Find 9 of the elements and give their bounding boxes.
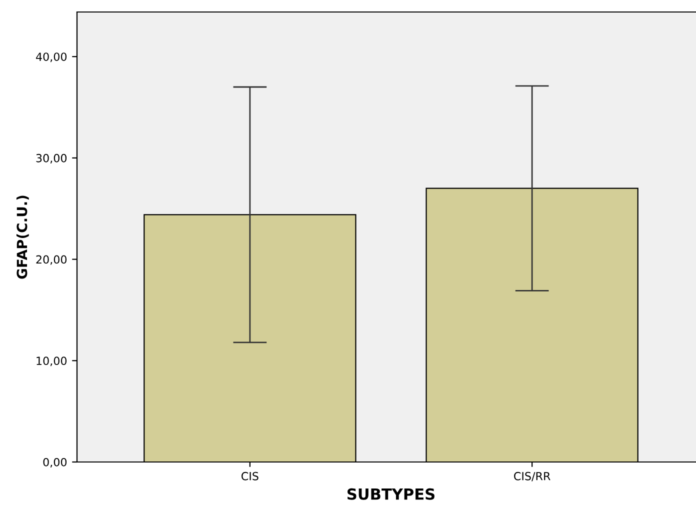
- x-tick-label: CIS/RR: [514, 472, 550, 482]
- y-tick-label: 10,00: [36, 356, 67, 366]
- x-tick-label: CIS: [242, 472, 258, 480]
- y-axis-title: GFAP(C.U.): [16, 196, 29, 279]
- y-tick-label: 40,00: [36, 52, 67, 62]
- y-tick-label: 20,00: [36, 255, 67, 265]
- x-axis-title: SUBTYPES: [348, 488, 434, 500]
- y-tick-label: 0,00: [43, 458, 67, 468]
- y-tick-label: 30,00: [36, 154, 67, 164]
